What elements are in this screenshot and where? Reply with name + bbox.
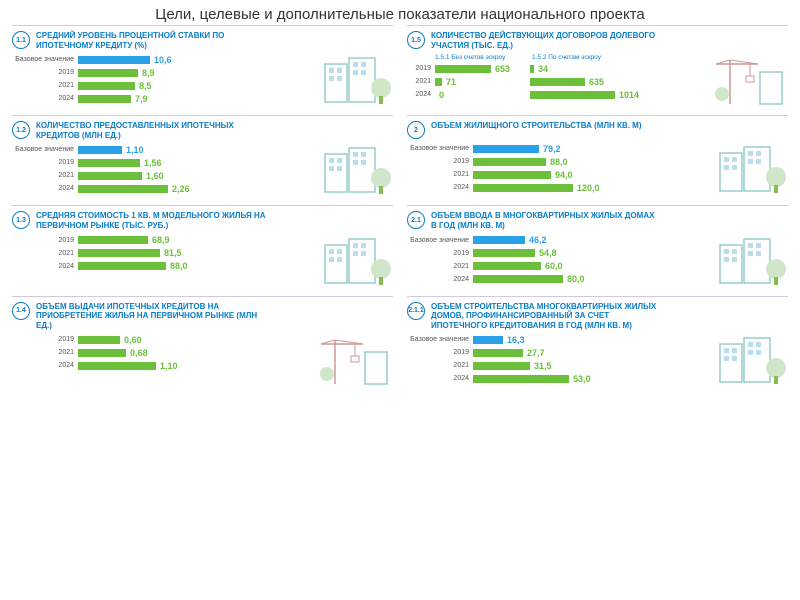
page-title: Цели, целевые и дополнительные показател… xyxy=(0,0,800,25)
panel-1.3: 1.3 СРЕДНЯЯ СТОИМОСТЬ 1 КВ. М МОДЕЛЬНОГО… xyxy=(12,205,393,291)
panel-title: СРЕДНИЙ УРОВЕНЬ ПРОЦЕНТНОЙ СТАВКИ ПО ИПО… xyxy=(36,31,266,50)
row-base: Базовое значение 1,10 xyxy=(12,144,190,155)
panel-2.1: 2.1 ОБЪЕМ ВВОДА В МНОГОКВАРТИРНЫХ ЖИЛЫХ … xyxy=(407,205,788,291)
row-base: Базовое значение 10,6 xyxy=(12,54,172,65)
illustration xyxy=(710,143,788,197)
subhead-1: 1.5.1 Без счетов эскроу xyxy=(407,54,510,61)
panel-2: 2 ОБЪЕМ ЖИЛИЩНОГО СТРОИТЕЛЬСТВА (МЛН КВ.… xyxy=(407,115,788,201)
row: 2021 71 xyxy=(407,76,510,87)
row-2024: 2024 80,0 xyxy=(407,274,585,285)
panel-2.1.1: 2.1.1 ОБЪЕМ СТРОИТЕЛЬСТВА МНОГОКВАРТИРНЫ… xyxy=(407,296,788,392)
panel-title: ОБЪЕМ ЖИЛИЩНОГО СТРОИТЕЛЬСТВА (МЛН КВ. М… xyxy=(431,121,642,131)
row-2019: 2019 88,0 xyxy=(407,156,600,167)
illustration xyxy=(710,235,788,289)
panel-title: СРЕДНЯЯ СТОИМОСТЬ 1 КВ. М МОДЕЛЬНОГО ЖИЛ… xyxy=(36,211,266,230)
badge: 2.1.1 xyxy=(407,302,425,320)
row-2019: 2019 27,7 xyxy=(407,347,591,358)
row-2021: 2021 1,60 xyxy=(12,170,190,181)
badge: 1.3 xyxy=(12,211,30,229)
subhead-2: 1.5.2 По счетам эскроу xyxy=(526,54,639,61)
illustration xyxy=(710,54,788,108)
row-2019: 2019 54,8 xyxy=(407,248,585,259)
row-2024: 2024 53,0 xyxy=(407,373,591,384)
illustration xyxy=(315,334,393,388)
panel-1.1: 1.1 СРЕДНИЙ УРОВЕНЬ ПРОЦЕНТНОЙ СТАВКИ ПО… xyxy=(12,25,393,111)
row-base: Базовое значение 79,2 xyxy=(407,143,600,154)
row-2021: 2021 60,0 xyxy=(407,261,585,272)
panel-title: ОБЪЕМ ВЫДАЧИ ИПОТЕЧНЫХ КРЕДИТОВ НА ПРИОБ… xyxy=(36,302,266,331)
badge: 2.1 xyxy=(407,211,425,229)
row-2019: 2019 1,56 xyxy=(12,157,190,168)
row-2019: 2019 8,9 xyxy=(12,67,172,78)
row-2024: 2024 7,9 xyxy=(12,93,172,104)
row-2024: 2024 2,26 xyxy=(12,183,190,194)
badge: 1.5 xyxy=(407,31,425,49)
badge: 1.4 xyxy=(12,302,30,320)
row-base: Базовое значение 46,2 xyxy=(407,235,585,246)
panel-title: ОБЪЕМ СТРОИТЕЛЬСТВА МНОГОКВАРТИРНЫХ ЖИЛЫ… xyxy=(431,302,661,331)
row-base: Базовое значение 16,3 xyxy=(407,334,591,345)
row-2019: 2019 0,60 xyxy=(12,334,178,345)
row-2021: 2021 94,0 xyxy=(407,169,600,180)
illustration xyxy=(315,54,393,108)
row: 1014 xyxy=(526,89,639,100)
row-2021: 2021 0,68 xyxy=(12,347,178,358)
row-2021: 2021 81,5 xyxy=(12,248,188,259)
row: 2019 653 xyxy=(407,63,510,74)
panel-1.2: 1.2 КОЛИЧЕСТВО ПРЕДОСТАВЛЕННЫХ ИПОТЕЧНЫХ… xyxy=(12,115,393,201)
illustration xyxy=(315,235,393,289)
row-2024: 2024 88,0 xyxy=(12,261,188,272)
badge: 2 xyxy=(407,121,425,139)
row-2019: 2019 68,9 xyxy=(12,235,188,246)
panel-1.4: 1.4 ОБЪЕМ ВЫДАЧИ ИПОТЕЧНЫХ КРЕДИТОВ НА П… xyxy=(12,296,393,392)
row: 2024 0 xyxy=(407,89,510,100)
panel-title: КОЛИЧЕСТВО ДЕЙСТВУЮЩИХ ДОГОВОРОВ ДОЛЕВОГ… xyxy=(431,31,661,50)
panel-1.5: 1.5 КОЛИЧЕСТВО ДЕЙСТВУЮЩИХ ДОГОВОРОВ ДОЛ… xyxy=(407,25,788,111)
illustration xyxy=(315,144,393,198)
panel-title: ОБЪЕМ ВВОДА В МНОГОКВАРТИРНЫХ ЖИЛЫХ ДОМА… xyxy=(431,211,661,230)
row-2024: 2024 120,0 xyxy=(407,182,600,193)
badge: 1.1 xyxy=(12,31,30,49)
illustration xyxy=(710,334,788,388)
panel-title: КОЛИЧЕСТВО ПРЕДОСТАВЛЕННЫХ ИПОТЕЧНЫХ КРЕ… xyxy=(36,121,266,140)
row-2021: 2021 8,5 xyxy=(12,80,172,91)
row: 635 xyxy=(526,76,639,87)
badge: 1.2 xyxy=(12,121,30,139)
row-2021: 2021 31,5 xyxy=(407,360,591,371)
row: 34 xyxy=(526,63,639,74)
row-2024: 2024 1,10 xyxy=(12,360,178,371)
